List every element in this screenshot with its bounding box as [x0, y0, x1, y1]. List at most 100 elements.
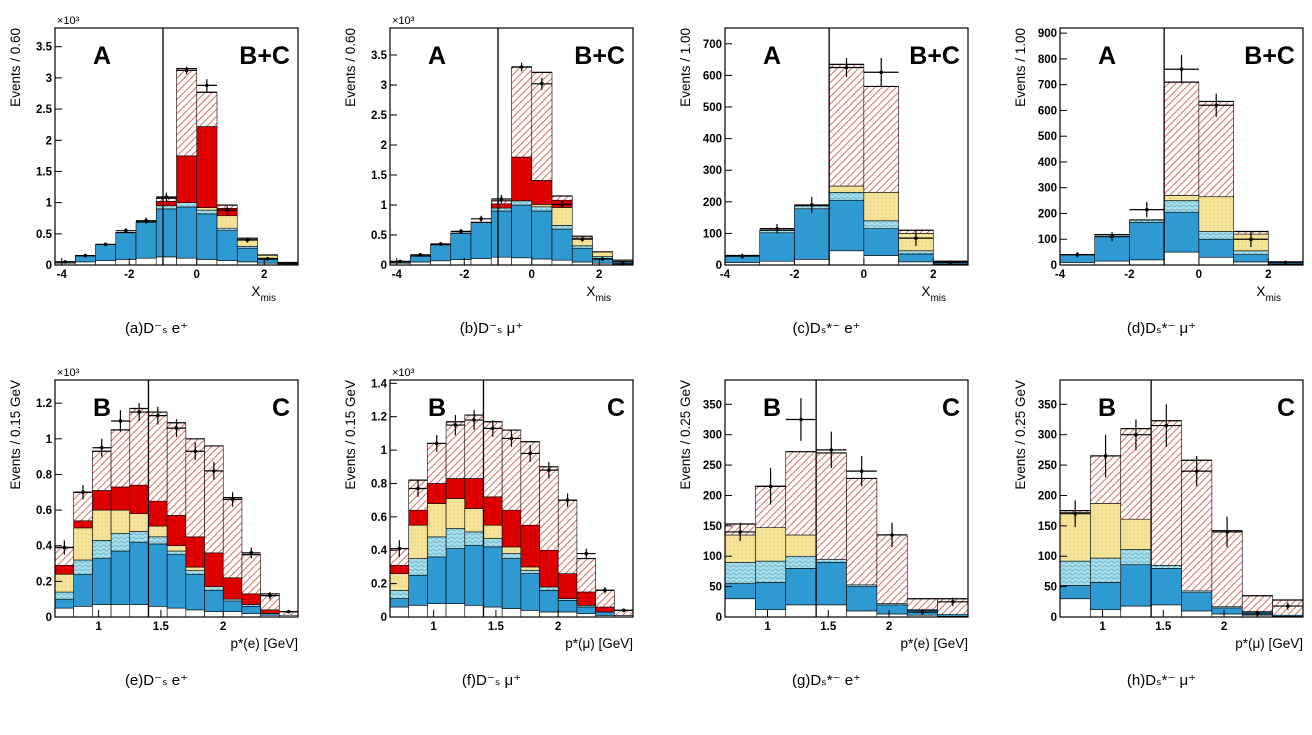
- y-tick-label-1: 0.5: [36, 229, 53, 241]
- bar-red-2: [92, 490, 112, 511]
- bar-white-7: [185, 609, 205, 618]
- y-axis-label: Events / 0.15 GeV: [343, 380, 358, 490]
- bar-red-4: [464, 478, 484, 509]
- bar-hatch-4: [846, 478, 878, 586]
- data-point-6: [1242, 610, 1273, 617]
- bar-lightblue-7: [196, 209, 218, 215]
- bar-lightblue-0: [54, 591, 74, 600]
- bar-red-11: [595, 606, 615, 613]
- data-point-9: [237, 237, 258, 243]
- bar-red-0: [54, 565, 74, 575]
- panel-caption: (e)D⁻ₛ e⁺: [125, 672, 188, 689]
- bar-white-0: [54, 607, 74, 618]
- x-tick-label-1: 1.5: [1155, 621, 1172, 633]
- y-tick-label-1: 0.2: [371, 579, 387, 591]
- y-axis-label: Events / 0.60: [8, 28, 23, 107]
- bar-white-0: [724, 598, 756, 618]
- bar-hatch-6: [1241, 595, 1273, 612]
- data-point-3: [446, 415, 465, 436]
- region-label-left: B: [428, 394, 446, 422]
- y-tick-label-5: 500: [703, 102, 722, 114]
- bar-blue-1: [755, 582, 787, 611]
- bar-hatch-8: [539, 466, 559, 551]
- region-label-left: B: [1098, 394, 1116, 422]
- data-point-1: [759, 223, 795, 234]
- y-tick-label-3: 150: [1038, 521, 1057, 533]
- bar-red-6: [511, 156, 533, 202]
- plot-frame: [389, 27, 634, 266]
- bar-red-4: [129, 484, 149, 514]
- plot-frame: [1059, 379, 1304, 618]
- plot-frame: [724, 27, 969, 266]
- data-point-5: [876, 522, 908, 548]
- y-tick-label-7: 700: [1038, 80, 1057, 92]
- bar-lightblue-0: [1059, 560, 1091, 586]
- bar-yellow-4: [1198, 196, 1234, 232]
- data-point-10: [241, 547, 261, 559]
- y-tick-label-4: 0.8: [371, 478, 388, 490]
- region-label-right: C: [607, 394, 625, 422]
- y-tick-label-2: 1: [381, 200, 388, 212]
- bar-red-6: [176, 155, 198, 203]
- bar-blue-8: [216, 230, 238, 261]
- bar-hatch-3: [815, 452, 847, 560]
- data-point-9: [223, 492, 242, 507]
- bar-red-10: [576, 591, 596, 606]
- y-exponent: ×10³: [57, 367, 80, 379]
- bar-white-3: [445, 603, 466, 618]
- region-label-left: B: [763, 394, 781, 422]
- data-point-6: [933, 260, 968, 265]
- bar-lightblue-8: [204, 586, 224, 591]
- y-tick-label-0: 0: [381, 612, 387, 624]
- data-point-1: [755, 468, 786, 505]
- bar-hatch-6: [511, 66, 533, 158]
- data-point-5: [898, 230, 934, 247]
- bar-hatch-6: [176, 68, 198, 157]
- region-label-right: C: [942, 394, 960, 422]
- x-tick-label-2: 0: [1196, 269, 1202, 281]
- bar-lightblue-8: [216, 227, 238, 231]
- bar-white-3: [828, 250, 865, 266]
- bar-blue-2: [785, 568, 817, 606]
- bar-white-0: [1059, 598, 1091, 618]
- panel-caption: (f)D⁻ₛ μ⁺: [462, 672, 521, 689]
- y-tick-label-4: 200: [703, 490, 722, 502]
- bar-red-7: [531, 180, 553, 205]
- bar-white-2: [427, 603, 447, 618]
- bar-white-4: [464, 605, 484, 618]
- x-tick-label-2: 0: [861, 269, 867, 281]
- bar-hatch-5: [148, 411, 168, 502]
- bar-lightblue-8: [551, 225, 573, 230]
- x-tick-label-3: 2: [261, 269, 267, 281]
- bar-white-3: [1163, 251, 1200, 266]
- data-point-10: [592, 257, 613, 261]
- bar-white-3: [1150, 604, 1182, 618]
- bar-white-1: [73, 606, 93, 618]
- bar-yellow-3: [828, 185, 865, 193]
- y-tick-label-2: 0.4: [36, 541, 53, 553]
- panel-caption: (b)D⁻ₛ μ⁺: [460, 320, 523, 337]
- chart-panel-b: 0 0.5 1 1.5 2 2.5 3 3.5 -4 -2 0 2 ×10³ Events / 0.60 X…: [343, 15, 634, 337]
- bar-blue-1: [1090, 582, 1122, 611]
- x-axis-label-main: X: [921, 284, 930, 299]
- bar-blue-8: [551, 228, 573, 261]
- bar-lightblue-2: [427, 536, 447, 558]
- y-tick-label-5: 2.5: [36, 104, 53, 116]
- data-point-11: [595, 586, 615, 594]
- bar-hatch-9: [222, 497, 243, 579]
- data-point-4: [129, 403, 149, 421]
- bar-lightblue-7: [185, 570, 205, 575]
- bar-blue-8: [539, 589, 559, 613]
- data-point-2: [794, 197, 830, 213]
- bar-red-5: [155, 201, 177, 207]
- data-point-0: [1060, 500, 1091, 528]
- data-point-5: [1211, 516, 1243, 548]
- bar-white-3: [815, 604, 847, 618]
- bar-blue-5: [148, 543, 168, 607]
- y-tick-label-4: 400: [1038, 157, 1057, 169]
- region-label-left: A: [763, 42, 781, 70]
- x-tick-label-3: 2: [930, 269, 936, 281]
- bar-red-8: [539, 549, 559, 588]
- data-point-6: [502, 430, 521, 447]
- y-exponent: ×10³: [392, 367, 415, 379]
